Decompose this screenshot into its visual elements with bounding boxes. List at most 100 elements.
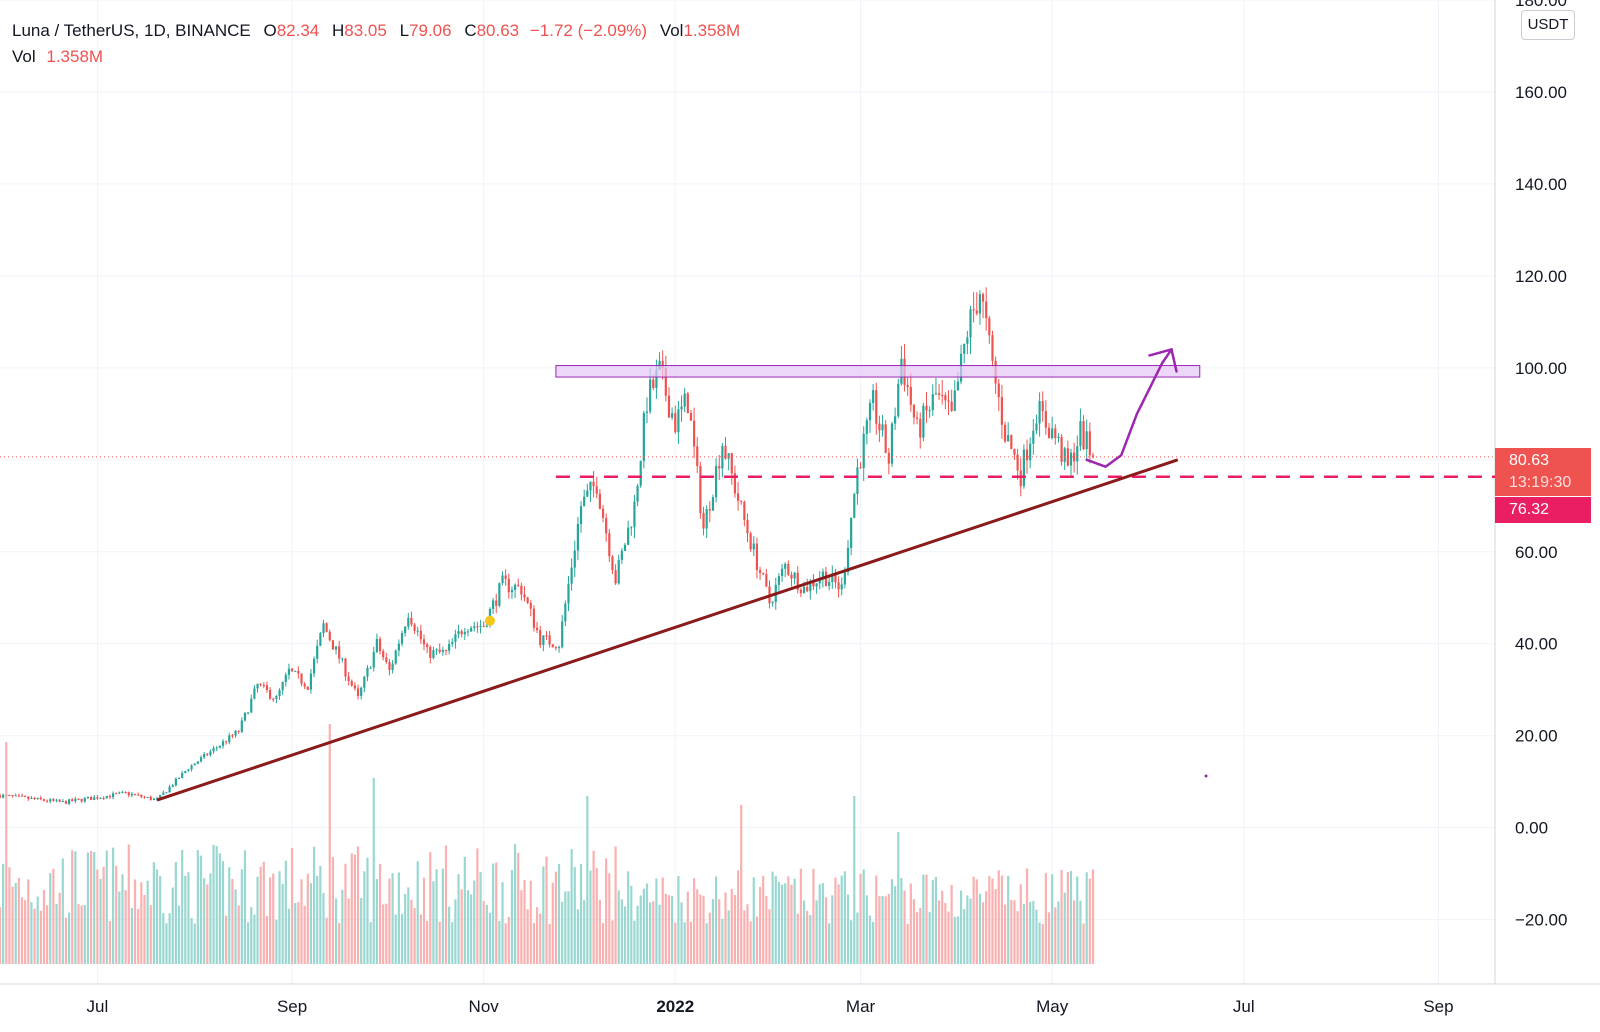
candle-body xyxy=(661,360,664,368)
candle-body xyxy=(300,673,303,684)
projection-arrow[interactable] xyxy=(1085,348,1173,468)
volume-bar xyxy=(693,878,696,964)
candle-body xyxy=(149,796,152,801)
volume-bar xyxy=(338,923,341,964)
volume-bar xyxy=(529,880,532,964)
volume-bar xyxy=(341,889,344,964)
candle-body xyxy=(1044,411,1047,428)
volume-bar xyxy=(1076,876,1079,964)
volume-bar xyxy=(752,877,755,964)
volume-bar xyxy=(133,879,137,964)
candle-body xyxy=(482,625,485,627)
candle-body xyxy=(677,409,680,433)
candle-body xyxy=(1035,423,1038,431)
candle-body xyxy=(699,466,702,514)
candle-body xyxy=(680,406,683,410)
candle-body xyxy=(404,626,407,634)
volume-bar xyxy=(115,865,118,964)
volume-bar xyxy=(777,881,781,964)
volume-bar xyxy=(950,884,953,964)
volume-bar xyxy=(495,862,498,964)
candle-body xyxy=(181,772,184,778)
candle-body xyxy=(284,674,287,682)
candle-body xyxy=(504,575,507,579)
volume-bar xyxy=(661,877,664,964)
time-axis-label: Sep xyxy=(1423,997,1453,1016)
volume-bar xyxy=(309,883,313,964)
volume-bar xyxy=(36,896,39,964)
candle-body xyxy=(71,799,74,802)
candle-body xyxy=(557,647,561,649)
candle-body xyxy=(551,644,554,648)
volume-bar xyxy=(306,873,309,964)
candle-body xyxy=(890,423,894,464)
volume-bar xyxy=(137,909,140,964)
volume-bar xyxy=(300,879,303,964)
candle-body xyxy=(909,386,912,405)
volume-bar xyxy=(400,913,404,964)
resistance-zone[interactable] xyxy=(555,365,1201,378)
volume-bar xyxy=(262,861,265,964)
candle-body xyxy=(545,635,548,637)
trendline[interactable] xyxy=(156,458,1179,802)
volume-bar xyxy=(451,922,454,964)
candle-body xyxy=(67,799,71,804)
symbol-label[interactable]: Luna / TetherUS, 1D, BINANCE xyxy=(12,21,251,40)
candle-body xyxy=(30,797,33,799)
volume-bar xyxy=(218,853,221,964)
candle-body xyxy=(269,690,272,699)
candle-body xyxy=(328,631,331,641)
volume-indicator-label[interactable]: Vol xyxy=(12,47,36,66)
currency-button[interactable]: USDT xyxy=(1521,10,1575,40)
candle-body xyxy=(510,589,514,593)
candle-body xyxy=(491,600,495,609)
candle-body xyxy=(689,412,693,421)
candle-body xyxy=(762,572,765,575)
last-price-tag: 80.63 13:19:30 xyxy=(1495,448,1591,496)
volume-bar xyxy=(1013,900,1016,964)
volume-bar xyxy=(941,890,944,964)
volume-bar xyxy=(787,876,790,964)
event-marker[interactable] xyxy=(484,615,495,626)
candle-body xyxy=(897,383,900,417)
price-axis-label: 140.00 xyxy=(1515,175,1567,194)
candle-body xyxy=(617,559,620,584)
volume-bar xyxy=(774,876,777,964)
volume-bar xyxy=(5,742,8,964)
volume-bar xyxy=(152,862,155,964)
candle-body xyxy=(319,633,322,646)
volume-bar xyxy=(410,899,413,964)
volume-bar xyxy=(319,865,322,964)
volume-bar xyxy=(934,876,938,964)
volume-bar xyxy=(476,848,479,964)
volume-bar xyxy=(561,901,564,964)
candle-body xyxy=(542,635,545,646)
candle-body xyxy=(809,581,812,592)
volume-bar xyxy=(463,856,466,964)
volume-bar xyxy=(714,876,718,964)
candle-body xyxy=(36,797,39,800)
volume-bar xyxy=(49,873,52,964)
volume-bar xyxy=(815,900,818,964)
candle-body xyxy=(667,395,671,418)
candle-body xyxy=(623,544,627,551)
volume-bar xyxy=(758,886,762,964)
volume-bar xyxy=(636,905,639,964)
volume-bar xyxy=(190,917,193,964)
volume-bar xyxy=(718,899,721,964)
candle-body xyxy=(671,413,674,418)
candle-body xyxy=(846,547,850,573)
candle-body xyxy=(338,646,341,659)
volume-bar xyxy=(567,891,570,964)
volume-bar xyxy=(146,880,149,964)
volume-bar xyxy=(435,869,438,964)
volume-bar xyxy=(916,912,919,964)
volume-bar xyxy=(595,868,598,964)
volume-bar xyxy=(740,805,743,964)
volume-bar xyxy=(658,904,661,964)
volume-bar xyxy=(1025,868,1029,964)
volume-bar xyxy=(1060,869,1063,964)
volume-bar xyxy=(2,863,5,964)
volume-bar xyxy=(699,894,702,964)
